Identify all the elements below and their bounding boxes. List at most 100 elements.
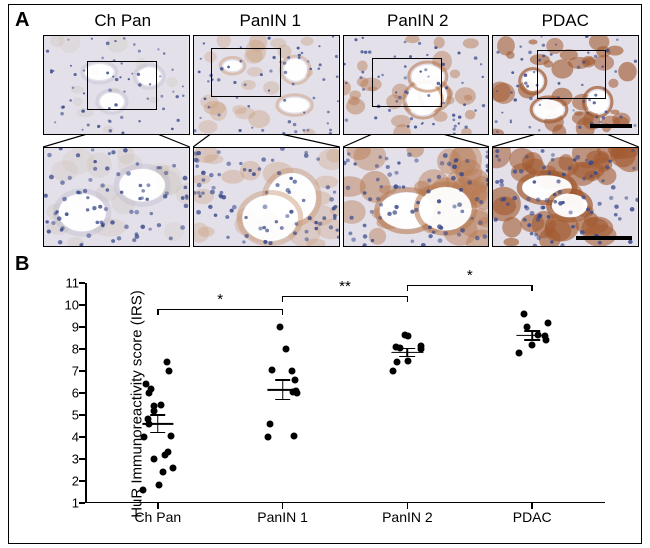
- zoom-rectangle: [372, 58, 441, 107]
- y-tick: [79, 414, 85, 416]
- data-point: [283, 346, 290, 353]
- data-point: [515, 350, 522, 357]
- panel-b-label: B: [15, 253, 29, 276]
- histology-image-top: [343, 35, 490, 135]
- data-point: [160, 469, 167, 476]
- column-label: PDAC: [492, 11, 640, 31]
- image-column: [43, 35, 190, 247]
- data-point: [265, 434, 272, 441]
- data-point: [404, 358, 411, 365]
- y-tick-label: 9: [72, 320, 79, 335]
- zoom-rectangle: [537, 50, 606, 99]
- zoom-connector-svg: [492, 134, 639, 148]
- data-point: [266, 420, 273, 427]
- significance-tick: [407, 285, 409, 291]
- data-point: [169, 464, 176, 471]
- panel-b-chart: HuR Immunoreactivity score (IRS) 1234567…: [65, 273, 625, 535]
- data-point: [165, 449, 172, 456]
- error-cap: [150, 414, 166, 416]
- y-tick: [79, 480, 85, 482]
- zoom-rectangle: [87, 61, 156, 110]
- histology-image-zoom: [343, 147, 490, 247]
- x-category-label: PDAC: [513, 509, 552, 525]
- significance-bracket: [283, 296, 408, 297]
- y-tick-label: 7: [72, 364, 79, 379]
- tissue-svg: [344, 148, 489, 246]
- x-category-label: PanIN 2: [382, 509, 433, 525]
- column-label: PanIN 2: [344, 11, 492, 31]
- data-point: [269, 366, 276, 373]
- y-tick-label: 1: [72, 496, 79, 511]
- data-point: [140, 486, 147, 493]
- image-column: [193, 35, 340, 247]
- data-point: [143, 381, 150, 388]
- data-point: [394, 359, 401, 366]
- x-category-label: PanIN 1: [257, 509, 308, 525]
- data-point: [276, 324, 283, 331]
- significance-label: *: [467, 267, 473, 284]
- significance-tick: [282, 296, 284, 302]
- y-tick: [79, 326, 85, 328]
- y-tick: [79, 304, 85, 306]
- data-point: [390, 368, 397, 375]
- tissue-svg: [194, 148, 339, 246]
- significance-label: **: [339, 278, 351, 295]
- y-tick-label: 5: [72, 408, 79, 423]
- error-bar: [157, 415, 159, 433]
- zoom-connector-svg: [193, 134, 340, 148]
- zoom-rectangle: [211, 48, 280, 97]
- significance-bracket: [158, 309, 283, 310]
- error-bar: [282, 380, 284, 400]
- error-cap: [524, 330, 540, 332]
- y-tick-label: 10: [65, 298, 79, 313]
- data-point: [291, 376, 298, 383]
- tissue-svg: [493, 148, 638, 246]
- histology-image-top: [43, 35, 190, 135]
- data-point: [164, 359, 171, 366]
- data-point: [151, 456, 158, 463]
- significance-bracket: [407, 285, 532, 286]
- histology-image-zoom: [43, 147, 190, 247]
- y-tick: [79, 436, 85, 438]
- panel-a-column-labels: Ch PanPanIN 1PanIN 2PDAC: [49, 11, 639, 31]
- y-tick-label: 4: [72, 430, 79, 445]
- data-point: [392, 343, 399, 350]
- error-cap: [275, 399, 291, 401]
- significance-tick: [407, 296, 409, 302]
- image-column: [492, 35, 639, 247]
- data-point: [288, 368, 295, 375]
- y-tick: [79, 392, 85, 394]
- scale-bar: [576, 236, 632, 240]
- data-point: [144, 416, 151, 423]
- image-column: [343, 35, 490, 247]
- zoom-connector-svg: [343, 134, 490, 148]
- error-cap: [150, 432, 166, 434]
- y-tick: [79, 282, 85, 284]
- significance-tick: [531, 285, 533, 291]
- scale-bar: [590, 124, 632, 128]
- zoom-connector-svg: [43, 134, 190, 148]
- data-point: [167, 432, 174, 439]
- column-label: PanIN 1: [197, 11, 345, 31]
- y-tick: [79, 370, 85, 372]
- error-cap: [400, 356, 416, 358]
- data-point: [290, 432, 297, 439]
- data-point: [401, 331, 408, 338]
- y-tick-label: 2: [72, 474, 79, 489]
- panel-a-image-grid: [43, 35, 639, 247]
- y-tick: [79, 458, 85, 460]
- y-tick-label: 8: [72, 342, 79, 357]
- data-point: [155, 482, 162, 489]
- significance-label: *: [217, 291, 223, 308]
- data-point: [520, 310, 527, 317]
- x-axis: [85, 502, 605, 504]
- y-tick-label: 11: [66, 276, 80, 291]
- error-cap: [275, 379, 291, 381]
- x-category-label: Ch Pan: [134, 509, 181, 525]
- histology-image-top: [492, 35, 639, 135]
- y-tick-label: 3: [72, 452, 79, 467]
- significance-tick: [157, 309, 159, 315]
- column-label: Ch Pan: [49, 11, 197, 31]
- y-axis: [85, 283, 87, 503]
- significance-tick: [282, 309, 284, 315]
